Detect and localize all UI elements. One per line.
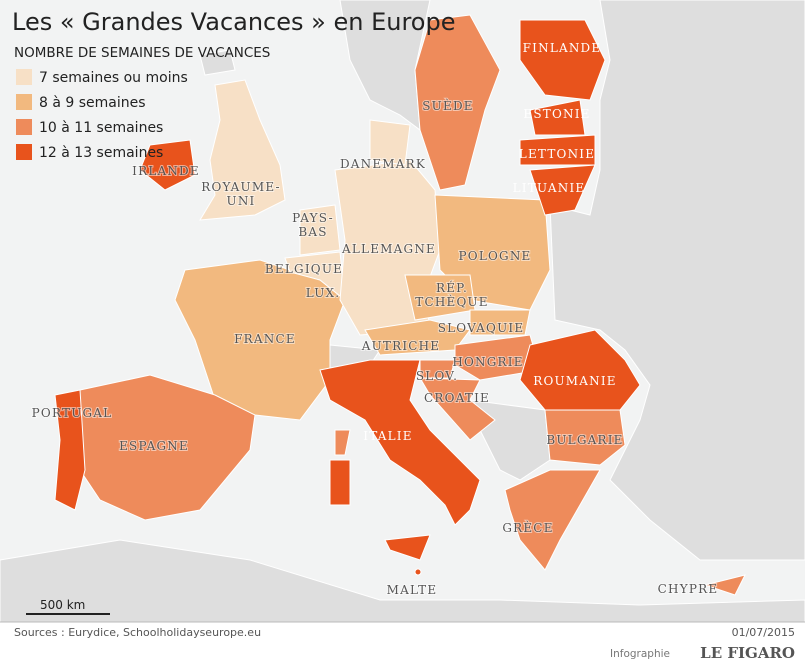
- country-label: GRÈCE: [502, 520, 553, 535]
- country-label: ESPAGNE: [119, 439, 189, 453]
- credit-prefix: Infographie: [610, 648, 670, 660]
- uk: [199, 79, 286, 221]
- sweden: [414, 14, 501, 191]
- cyprus: [703, 574, 746, 596]
- austria: [364, 319, 471, 356]
- country-label: SLOV.: [416, 369, 458, 383]
- country-label: PORTUGAL: [32, 406, 113, 420]
- country-label: HONGRIE: [452, 355, 523, 369]
- scale-label: 500 km: [40, 598, 85, 612]
- romania: [519, 329, 641, 411]
- country-label: ALLEMAGNE: [341, 242, 436, 256]
- country-label: ESTONIE: [523, 107, 590, 121]
- country-label: SUÈDE: [422, 98, 473, 113]
- legend-swatch: [16, 94, 32, 110]
- corsica: [334, 429, 351, 456]
- legend-title: NOMBRE DE SEMAINES DE VACANCES: [14, 45, 270, 61]
- ireland: [139, 139, 196, 191]
- country-label: DANEMARK: [340, 157, 426, 171]
- portugal: [54, 389, 86, 511]
- legend-label: 10 à 11 semaines: [39, 120, 163, 136]
- country-label: LUX.: [306, 286, 341, 300]
- country-label: RÉP.: [436, 280, 468, 295]
- country-label: MALTE: [387, 583, 438, 597]
- sardinia: [329, 459, 351, 506]
- country-label: PAYS-: [292, 211, 334, 225]
- country-label: SLOVAQUIE: [438, 321, 525, 335]
- estonia: [529, 99, 586, 136]
- sicily: [384, 534, 431, 561]
- country-label: CROATIE: [424, 391, 490, 405]
- country-label: AUTRICHE: [361, 339, 441, 353]
- countries: [54, 14, 746, 596]
- country-label: CHYPRE: [658, 582, 719, 596]
- source: Sources : Eurydice, Schoolholidayseurope…: [14, 626, 261, 639]
- legend-label: 7 semaines ou moins: [39, 70, 188, 86]
- legend-label: 12 à 13 semaines: [39, 145, 163, 161]
- country-label: IRLANDE: [132, 164, 200, 178]
- croatia: [419, 377, 496, 441]
- country-label: LETTONIE: [519, 147, 595, 161]
- date: 01/07/2015: [732, 626, 795, 639]
- slovenia: [419, 359, 456, 379]
- credit-brand: LE FIGARO: [700, 644, 795, 660]
- italy: [319, 359, 481, 526]
- legend-label: 8 à 9 semaines: [39, 95, 146, 111]
- slovakia: [469, 309, 531, 336]
- bulgaria: [544, 409, 626, 466]
- greece: [504, 469, 601, 571]
- country-label: POLOGNE: [459, 249, 532, 263]
- country-label: UNI: [227, 194, 256, 208]
- country-label: TCHÈQUE: [415, 294, 489, 309]
- country-label: ROUMANIE: [533, 374, 617, 388]
- legend: 7 semaines ou moins 8 à 9 semaines 10 à 11…: [16, 69, 188, 161]
- country-label: BELGIQUE: [265, 262, 343, 276]
- finland: [519, 19, 606, 101]
- legend-swatch: [16, 144, 32, 160]
- denmark: [369, 119, 411, 166]
- country-label: FINLANDE: [523, 41, 602, 55]
- country-label: BULGARIE: [546, 433, 623, 447]
- lithuania: [529, 164, 596, 216]
- country-label: FRANCE: [234, 332, 296, 346]
- country-label: LITUANIE: [513, 181, 586, 195]
- country-label: BAS: [298, 225, 327, 239]
- legend-swatch: [16, 119, 32, 135]
- country-label: ROYAUME-: [201, 180, 281, 194]
- country-labels: FINLANDE SUÈDE ESTONIE LETTONIE LITUANIE IRLA…: [31, 41, 719, 598]
- belgium: [284, 251, 346, 302]
- country-label: ITALIE: [363, 429, 412, 443]
- netherlands: [299, 204, 341, 256]
- spain: [79, 374, 256, 521]
- legend-swatch: [16, 69, 32, 85]
- malta: [414, 568, 422, 576]
- title: Les « Grandes Vacances » en Europe: [12, 8, 455, 36]
